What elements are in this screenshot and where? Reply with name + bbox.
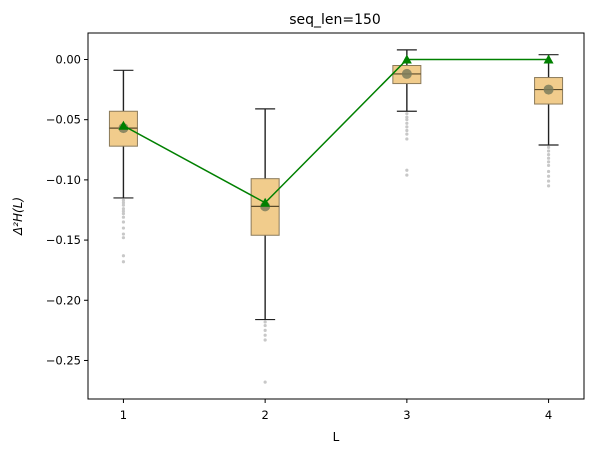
outlier-point (546, 169, 551, 174)
outlier-point (546, 184, 551, 188)
outlier-point (546, 160, 551, 164)
outlier-point (121, 211, 126, 216)
outlier-point (405, 125, 409, 129)
outlier-point (405, 132, 409, 136)
box-group-2 (250, 108, 280, 384)
y-tick-label: 0.00 (55, 52, 81, 66)
outlier-point (121, 207, 126, 211)
mean-line-marker (401, 54, 412, 64)
outlier-point (263, 323, 267, 328)
y-tick-label: −0.05 (46, 113, 81, 127)
x-tick-label: 3 (403, 408, 410, 422)
outlier-point (405, 118, 409, 122)
outlier-point (121, 254, 126, 258)
outlier-point (121, 215, 126, 219)
box-mean-marker (543, 84, 554, 95)
outlier-point (263, 338, 267, 342)
outlier-point (263, 328, 267, 332)
outlier-point (405, 128, 409, 133)
mean-line-marker (543, 54, 554, 64)
outlier-point (546, 156, 551, 160)
y-tick-label: −0.10 (46, 173, 81, 187)
outlier-point (546, 152, 551, 157)
outlier-point (546, 149, 551, 153)
box-group-4 (534, 54, 564, 188)
x-axis: 1 2 3 4 (120, 399, 552, 422)
plot-layer (108, 49, 564, 384)
chart-title: seq_len=150 (289, 12, 381, 28)
y-tick-label: −0.20 (46, 293, 81, 307)
outlier-point (263, 333, 267, 337)
outlier-point (546, 174, 551, 178)
box-mean-marker (401, 68, 412, 79)
plot-frame (87, 32, 585, 400)
outlier-point (121, 198, 126, 202)
outlier-point (546, 179, 551, 183)
outlier-point (263, 380, 267, 384)
outlier-point (263, 320, 267, 324)
outlier-point (121, 201, 126, 205)
outlier-point (546, 163, 551, 168)
outlier-point (121, 209, 126, 213)
mean-line-marker (260, 197, 271, 207)
outlier-point (121, 232, 126, 236)
box-group-1 (108, 69, 138, 264)
y-tick-label: −0.15 (46, 233, 81, 247)
mean-line-marker (118, 120, 129, 130)
outlier-point (121, 203, 126, 207)
outlier-point (405, 137, 409, 141)
y-axis: 0.00 −0.05 −0.10 −0.15 −0.20 −0.25 (46, 52, 88, 367)
y-tick-label: −0.25 (46, 353, 81, 367)
outlier-point (121, 226, 126, 230)
outlier-point (405, 173, 409, 177)
outlier-point (121, 260, 126, 264)
outlier-point (405, 115, 409, 119)
x-axis-label: L (333, 430, 340, 444)
outlier-point (405, 168, 409, 172)
y-axis-label: Δ²H(L) (11, 197, 25, 236)
x-tick-label: 1 (120, 408, 127, 422)
outlier-point (121, 236, 126, 240)
outlier-point (546, 145, 551, 149)
outlier-point (405, 121, 409, 125)
box-group-3 (392, 49, 422, 177)
x-tick-label: 2 (261, 408, 268, 422)
x-tick-label: 4 (545, 408, 552, 422)
mean-line (123, 58, 549, 204)
outlier-point (405, 112, 409, 116)
outlier-point (121, 220, 126, 224)
